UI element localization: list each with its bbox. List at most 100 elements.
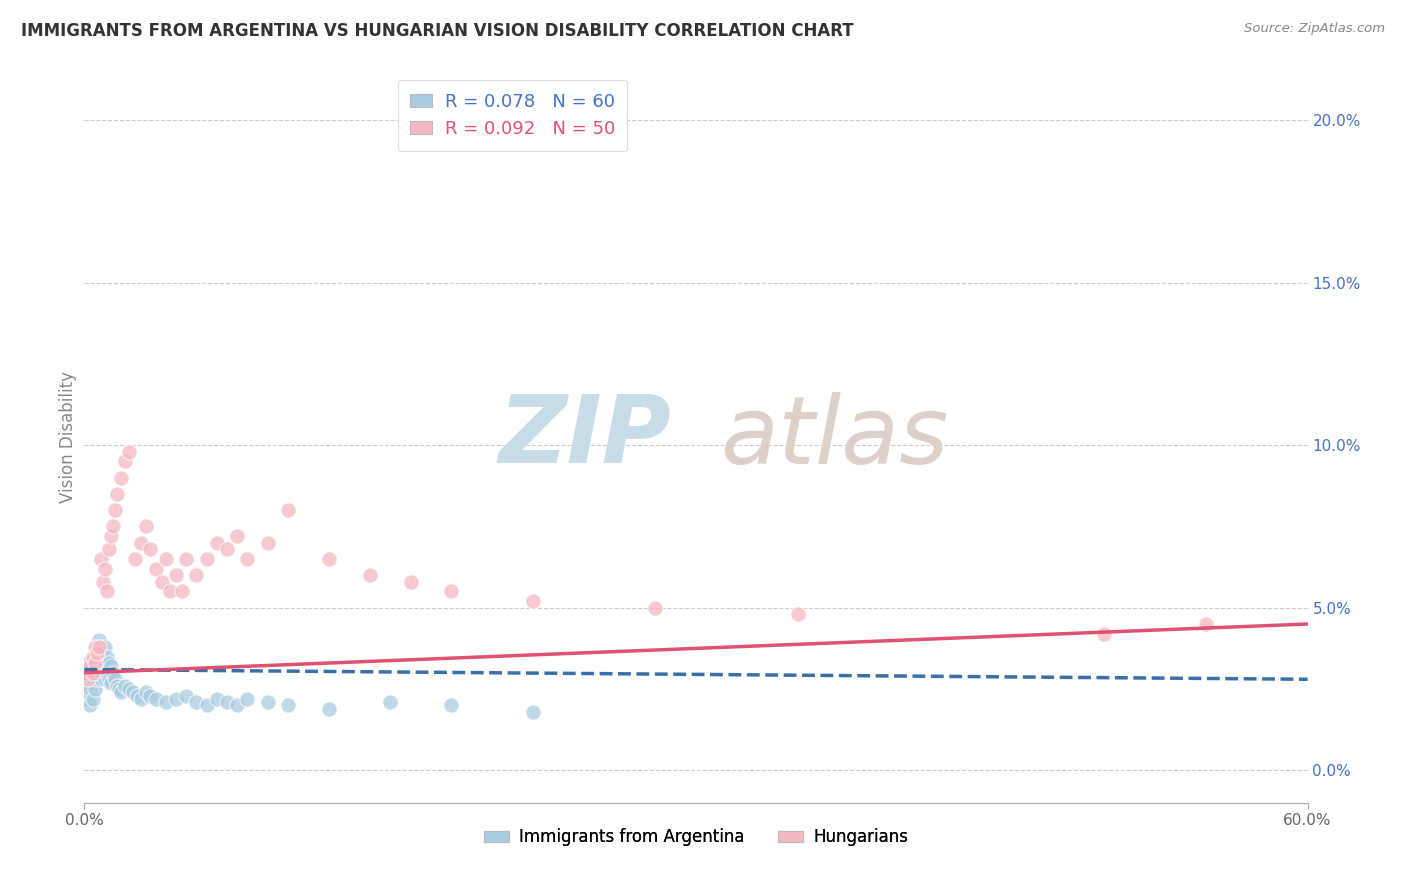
Point: [110, 471, 132, 485]
Point: [96, 649, 118, 664]
Point: [87, 640, 110, 654]
Point: [93, 640, 115, 654]
Point: [155, 552, 177, 566]
Point: [131, 535, 153, 549]
Point: [96, 584, 118, 599]
Point: [79, 698, 101, 713]
Point: [257, 695, 280, 709]
Point: [165, 691, 187, 706]
Text: atlas: atlas: [720, 392, 949, 483]
Point: [79, 681, 101, 696]
Point: [159, 584, 181, 599]
Point: [155, 695, 177, 709]
Point: [118, 681, 141, 696]
Point: [127, 689, 149, 703]
Point: [318, 701, 340, 715]
Point: [100, 529, 122, 543]
Point: [77, 673, 100, 687]
Point: [101, 665, 124, 680]
Point: [114, 679, 136, 693]
Legend: Immigrants from Argentina, Hungarians: Immigrants from Argentina, Hungarians: [478, 822, 914, 853]
Point: [172, 584, 194, 599]
Point: [145, 562, 167, 576]
Point: [86, 656, 108, 670]
Point: [93, 656, 115, 670]
Point: [86, 646, 108, 660]
Point: [114, 454, 136, 468]
Text: IMMIGRANTS FROM ARGENTINA VS HUNGARIAN VISION DISABILITY CORRELATION CHART: IMMIGRANTS FROM ARGENTINA VS HUNGARIAN V…: [21, 22, 853, 40]
Point: [522, 594, 544, 608]
Point: [75, 665, 97, 680]
Point: [87, 633, 110, 648]
Point: [118, 444, 141, 458]
Point: [83, 649, 105, 664]
Point: [186, 568, 208, 582]
Point: [90, 552, 112, 566]
Point: [87, 665, 110, 680]
Point: [257, 535, 280, 549]
Point: [77, 691, 100, 706]
Point: [440, 584, 463, 599]
Point: [138, 689, 160, 703]
Point: [277, 698, 299, 713]
Point: [644, 600, 666, 615]
Point: [122, 685, 145, 699]
Point: [1092, 626, 1115, 640]
Point: [150, 574, 173, 589]
Point: [440, 698, 463, 713]
Point: [79, 665, 101, 680]
Point: [174, 689, 197, 703]
Point: [186, 695, 208, 709]
Point: [131, 691, 153, 706]
Point: [79, 659, 101, 673]
Point: [86, 673, 108, 687]
Point: [100, 675, 122, 690]
Point: [90, 640, 112, 654]
Point: [105, 679, 128, 693]
Point: [195, 552, 218, 566]
Point: [217, 695, 239, 709]
Point: [86, 640, 108, 654]
Point: [101, 519, 124, 533]
Point: [110, 685, 132, 699]
Point: [104, 503, 127, 517]
Point: [97, 656, 120, 670]
Point: [96, 665, 118, 680]
Point: [87, 649, 110, 664]
Point: [83, 681, 105, 696]
Point: [91, 574, 114, 589]
Text: Source: ZipAtlas.com: Source: ZipAtlas.com: [1244, 22, 1385, 36]
Point: [90, 673, 112, 687]
Point: [217, 542, 239, 557]
Point: [91, 646, 114, 660]
Point: [77, 673, 100, 687]
Point: [226, 698, 249, 713]
Point: [97, 673, 120, 687]
Point: [82, 691, 104, 706]
Point: [135, 519, 157, 533]
Point: [108, 681, 131, 696]
Point: [104, 673, 127, 687]
Point: [82, 649, 104, 664]
Point: [83, 665, 105, 680]
Point: [205, 691, 228, 706]
Point: [75, 681, 97, 696]
Point: [236, 552, 259, 566]
Point: [380, 695, 402, 709]
Point: [135, 685, 157, 699]
Point: [1195, 617, 1218, 632]
Point: [165, 568, 187, 582]
Point: [226, 529, 249, 543]
Point: [174, 552, 197, 566]
Point: [82, 673, 104, 687]
Point: [77, 656, 100, 670]
Point: [195, 698, 218, 713]
Point: [100, 659, 122, 673]
Point: [83, 656, 105, 670]
Point: [93, 562, 115, 576]
Point: [90, 656, 112, 670]
Point: [83, 640, 105, 654]
Point: [124, 552, 146, 566]
Point: [399, 574, 422, 589]
Point: [318, 552, 340, 566]
